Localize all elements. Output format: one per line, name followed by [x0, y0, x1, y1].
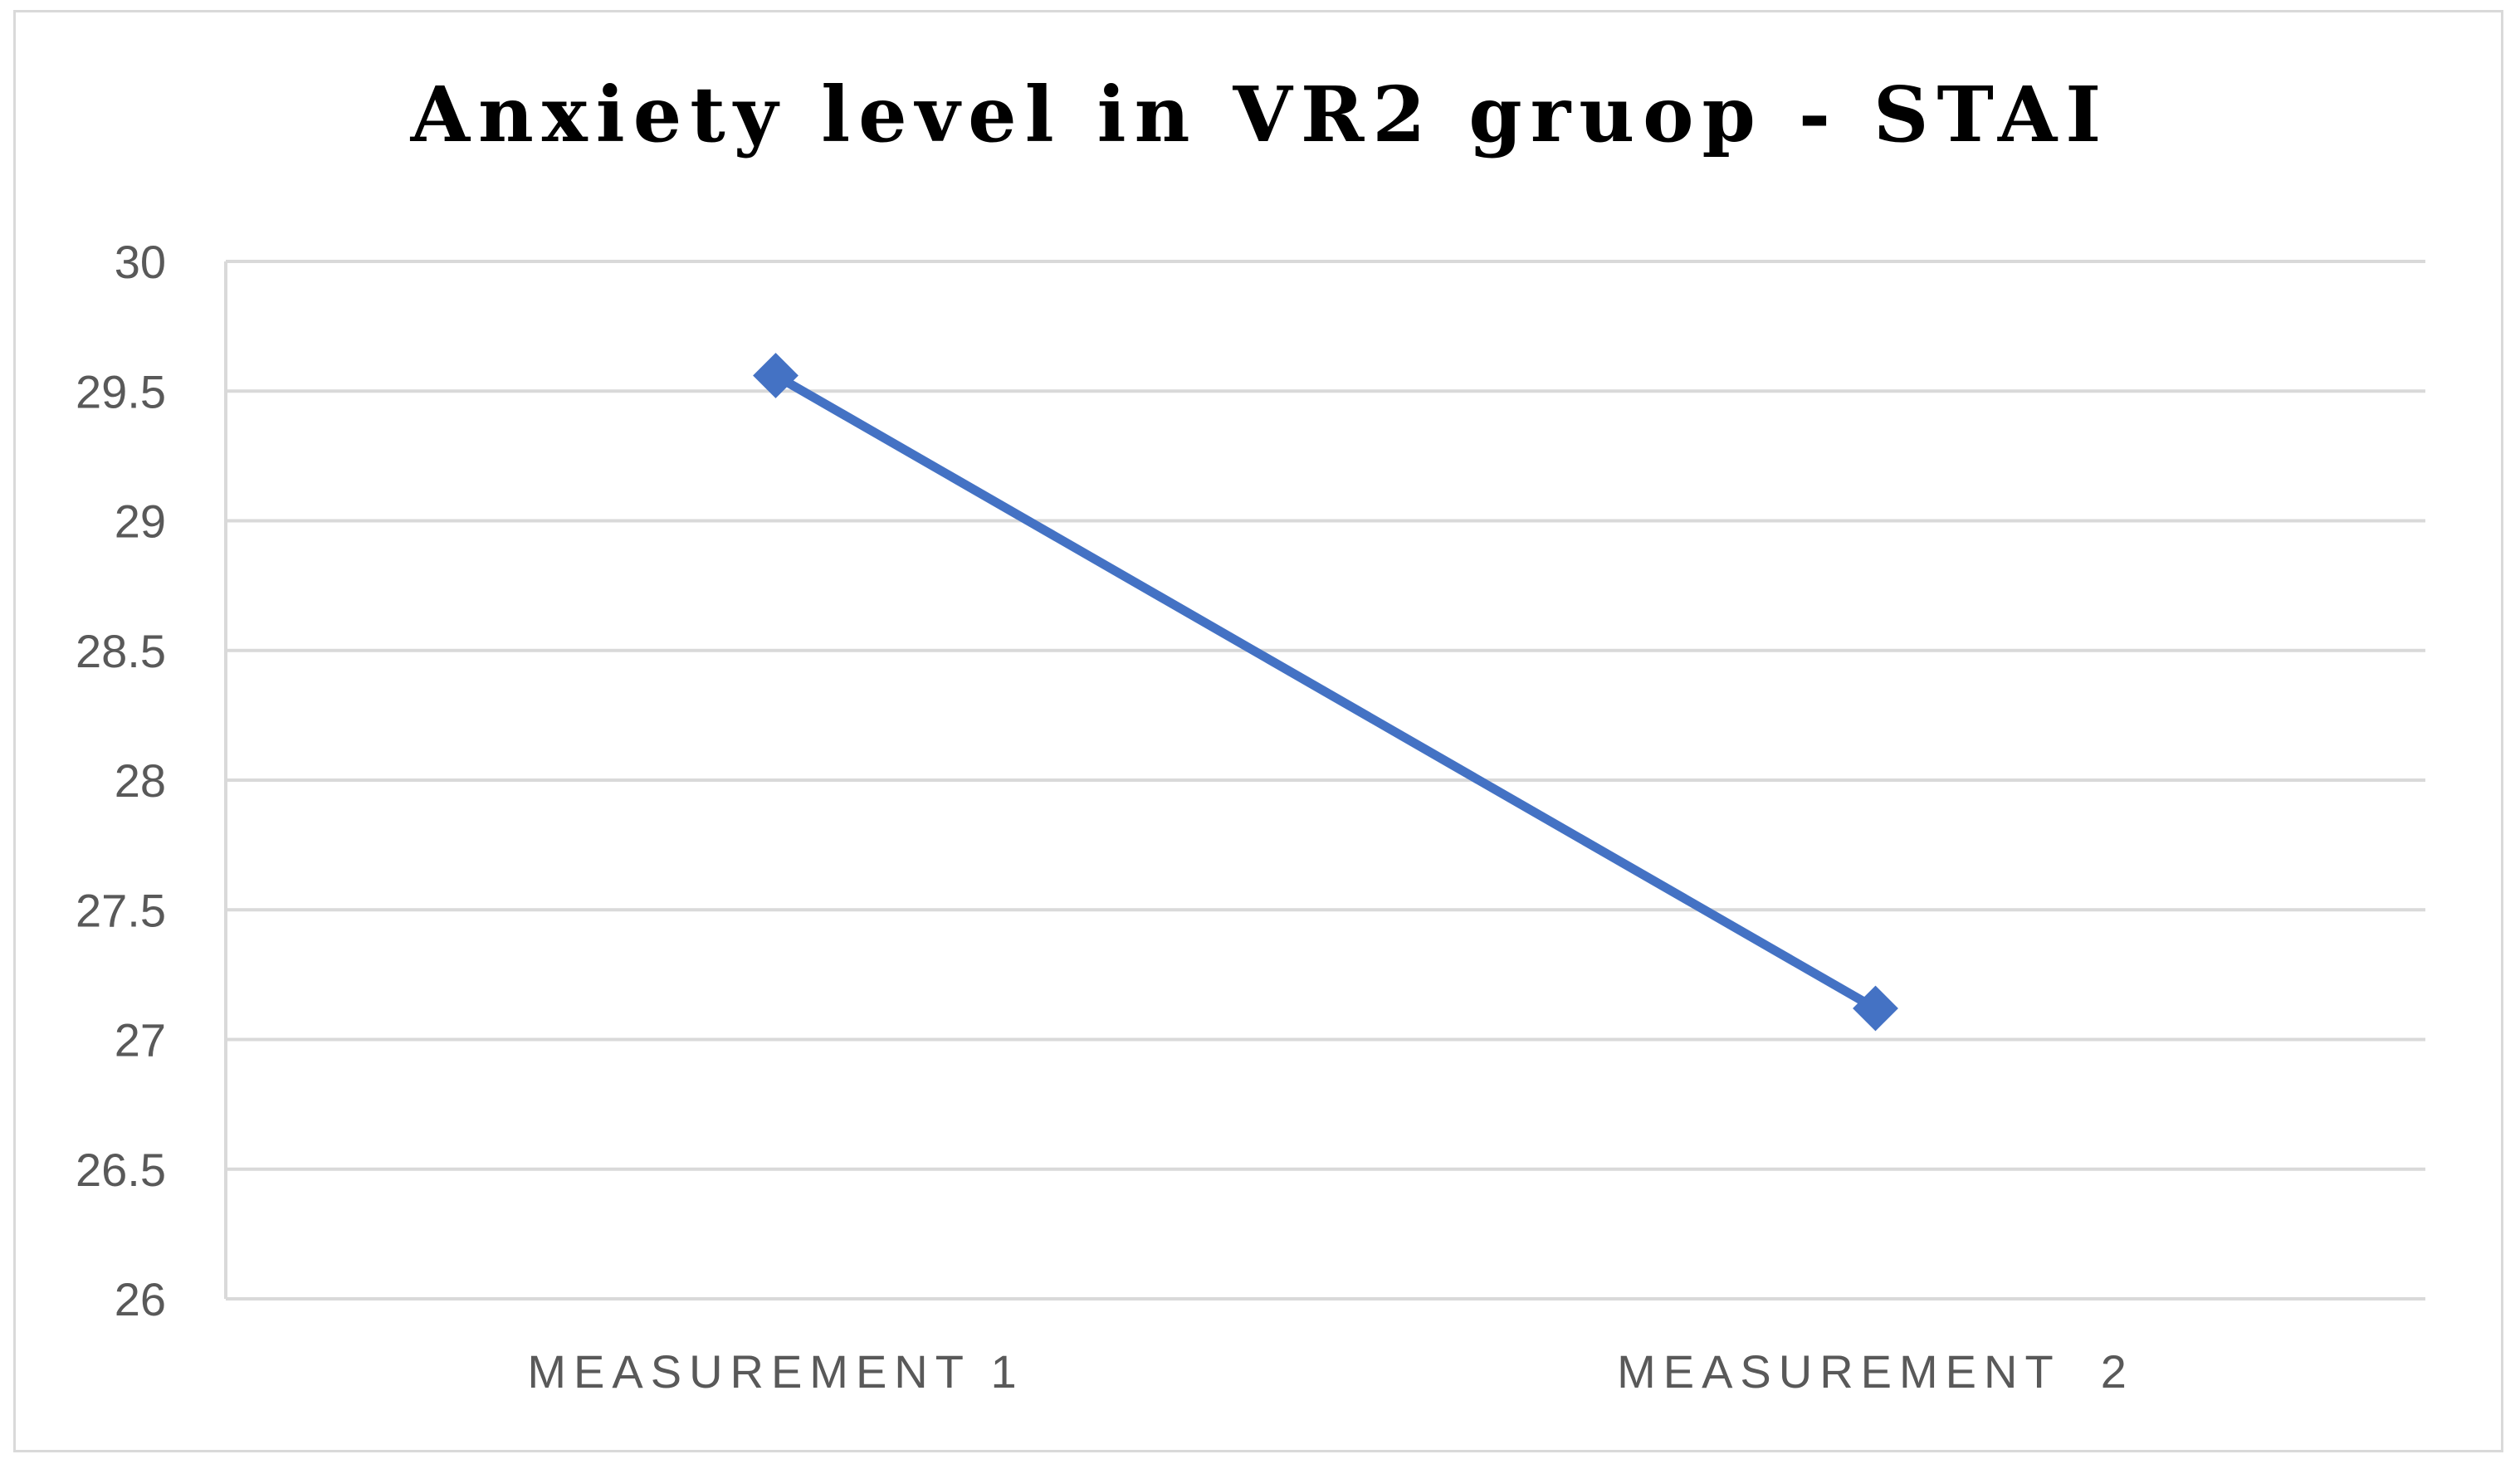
y-tick-label: 29.5 [76, 365, 166, 417]
x-category-label: MEASUREMENT 1 [527, 1345, 1023, 1398]
chart-frame [13, 10, 2503, 1452]
y-tick-label: 27.5 [76, 884, 166, 936]
data-series [753, 353, 1898, 1032]
data-point-marker [1853, 985, 1898, 1032]
gridlines [224, 260, 2425, 1301]
y-tick-label: 28 [115, 754, 166, 807]
y-tick-label: 26 [115, 1273, 166, 1325]
y-tick-label: 29 [115, 495, 166, 548]
x-category-label: MEASUREMENT 2 [1617, 1345, 2134, 1398]
series-line [773, 371, 1878, 1013]
chart-title: Anxiety level in VR2 gruop - STAI [410, 70, 2110, 159]
data-point-marker [753, 353, 798, 398]
y-tick-label: 26.5 [76, 1144, 166, 1196]
x-axis-categories: MEASUREMENT 1 MEASUREMENT 2 [527, 1345, 2134, 1398]
y-axis-ticks: 26 26.5 27 27.5 28 28.5 29 29.5 30 [76, 236, 166, 1325]
y-tick-label: 30 [115, 236, 166, 288]
y-tick-label: 28.5 [76, 625, 166, 677]
y-tick-label: 27 [115, 1014, 166, 1066]
